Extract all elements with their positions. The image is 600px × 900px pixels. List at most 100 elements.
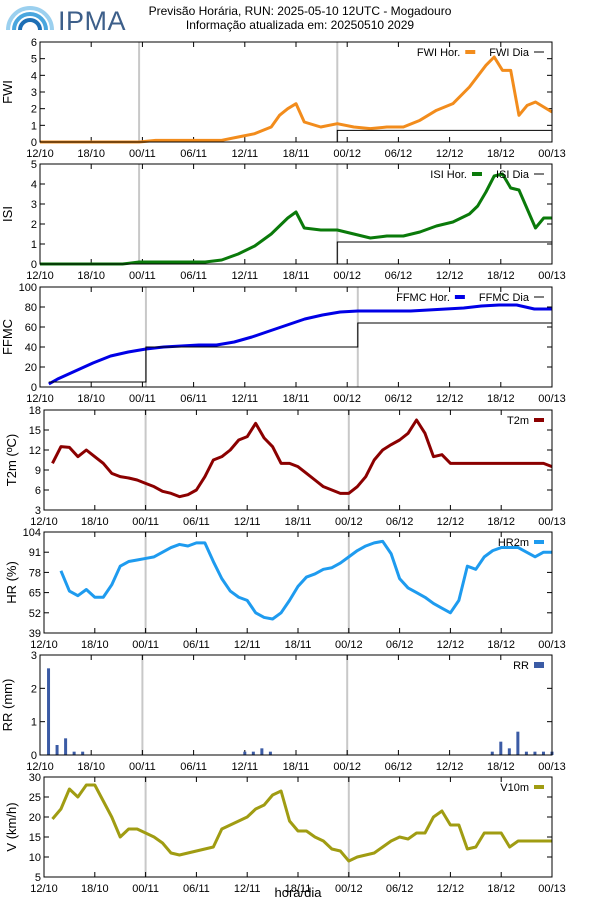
y-tick-label: 0 bbox=[31, 137, 37, 149]
plot-frame bbox=[43, 776, 553, 878]
x-tick-label: 18/11 bbox=[283, 270, 310, 282]
x-tick-label: 12/10 bbox=[26, 148, 54, 160]
chart-ffmc: 0 20 40 60 80 100 12/10 18/10 00/11 06/11 12/11 18/… bbox=[0, 282, 566, 405]
y-tick-label: 3 bbox=[31, 87, 37, 99]
x-tick-label: 18/12 bbox=[487, 883, 515, 895]
plot-frame bbox=[39, 654, 553, 756]
plot-frame bbox=[43, 409, 553, 511]
y-tick-label: 78 bbox=[29, 567, 41, 579]
x-tick-label: 12/12 bbox=[436, 270, 464, 282]
y-tick-label: 15 bbox=[29, 425, 41, 437]
series-line-hr2m bbox=[59, 539, 552, 621]
x-tick-label: 12/12 bbox=[436, 761, 464, 773]
x-tick-label: 12/10 bbox=[26, 761, 54, 773]
legend-label: FFMC Hor. bbox=[396, 292, 450, 304]
x-tick-label: 18/12 bbox=[487, 393, 515, 405]
chart-fwi: 0 1 2 3 4 5 6 12/10 18/10 00/11 06/11 12/11 18/11 00/… bbox=[0, 37, 566, 160]
x-tick-label: 18/10 bbox=[77, 270, 105, 282]
x-tick-label: 00/11 bbox=[132, 639, 159, 651]
legend-label: FWI Dia bbox=[489, 47, 530, 59]
y-axis-label: T2m (ºC) bbox=[4, 434, 19, 486]
header: IPMA Previsão Horária, RUN: 2025-05-10 1… bbox=[0, 0, 600, 40]
y-tick-label: 30 bbox=[29, 772, 41, 784]
x-tick-label: 18/12 bbox=[487, 516, 515, 528]
x-tick-label: 12/11 bbox=[231, 270, 258, 282]
x-tick-label: 06/11 bbox=[183, 516, 210, 528]
x-tick-label: 18/10 bbox=[77, 393, 105, 405]
y-tick-label: 5 bbox=[31, 54, 37, 66]
x-tick-label: 06/12 bbox=[385, 270, 413, 282]
x-axis-title: hora/dia bbox=[275, 885, 323, 900]
chart-isi: 0 1 2 3 4 5 12/10 18/10 00/11 06/11 12/11 18/11 00/1… bbox=[0, 159, 566, 282]
logo-text: IPMA bbox=[58, 6, 127, 36]
x-tick-label: 18/12 bbox=[487, 270, 515, 282]
y-tick-label: 52 bbox=[29, 608, 41, 620]
x-tick-label: 06/12 bbox=[386, 639, 414, 651]
x-tick-label: 06/11 bbox=[180, 270, 207, 282]
series-line-ffmc bbox=[48, 303, 552, 386]
x-tick-label: 12/12 bbox=[437, 883, 465, 895]
x-tick-label: 12/10 bbox=[26, 270, 54, 282]
x-tick-label: 18/11 bbox=[283, 148, 310, 160]
rr-bar bbox=[243, 751, 247, 755]
page-title: Previsão Horária, RUN: 2025-05-10 12UTC … bbox=[148, 4, 452, 18]
plot-frame bbox=[39, 41, 553, 143]
x-tick-label: 06/11 bbox=[180, 761, 207, 773]
x-tick-label: 00/12 bbox=[333, 148, 361, 160]
x-tick-label: 00/12 bbox=[333, 393, 361, 405]
x-tick-label: 06/12 bbox=[386, 516, 414, 528]
chart-rr: 0 1 2 3 12/10 18/10 00/11 06/11 12/11 18/11 00/12 0… bbox=[0, 650, 566, 773]
rr-bar bbox=[490, 751, 494, 755]
x-tick-label: 00/11 bbox=[129, 393, 156, 405]
x-tick-label: 12/12 bbox=[436, 393, 464, 405]
x-tick-label: 00/11 bbox=[132, 883, 159, 895]
x-tick-label: 18/11 bbox=[285, 883, 312, 895]
series-line-fwi bbox=[40, 55, 553, 144]
y-tick-label: 2 bbox=[31, 683, 37, 695]
x-tick-label: 00/12 bbox=[333, 270, 361, 282]
legend-label: T2m bbox=[507, 415, 529, 427]
y-tick-label: 15 bbox=[29, 832, 41, 844]
rr-bar bbox=[81, 751, 85, 755]
y-tick-label: 3 bbox=[35, 505, 41, 517]
x-tick-label: 06/11 bbox=[183, 883, 210, 895]
y-tick-label: 2 bbox=[31, 219, 37, 231]
legend-label: ISI Hor. bbox=[430, 169, 467, 181]
rr-bar bbox=[64, 738, 68, 755]
plot-frame bbox=[43, 531, 553, 634]
y-tick-label: 2 bbox=[31, 104, 37, 116]
x-tick-label: 00/13 bbox=[538, 883, 566, 895]
legend-label: HR2m bbox=[498, 537, 529, 549]
y-tick-label: 20 bbox=[29, 812, 41, 824]
rr-bar bbox=[524, 751, 528, 755]
y-tick-label: 60 bbox=[25, 322, 37, 334]
x-tick-label: 18/10 bbox=[77, 761, 105, 773]
y-tick-label: 100 bbox=[19, 282, 37, 294]
rr-bar bbox=[55, 745, 59, 755]
x-tick-label: 06/12 bbox=[385, 761, 413, 773]
rr-bar bbox=[268, 751, 272, 755]
chart-hr2m: 39 52 65 78 91 104 12/10 18/10 00/11 06/11 12/11 18… bbox=[4, 527, 566, 651]
legend-label: RR bbox=[513, 660, 529, 672]
y-tick-label: 12 bbox=[29, 445, 41, 457]
y-axis-label: RR (mm) bbox=[0, 679, 15, 732]
x-tick-label: 00/11 bbox=[132, 516, 159, 528]
y-tick-label: 40 bbox=[25, 342, 37, 354]
y-axis-label: FWI bbox=[0, 80, 15, 104]
chart-v10m: 5 10 15 20 25 30 12/10 18/10 00/11 06/11 12/11 18/1… bbox=[4, 772, 566, 895]
y-tick-label: 18 bbox=[29, 405, 41, 417]
y-tick-label: 104 bbox=[23, 527, 41, 539]
x-tick-label: 12/10 bbox=[26, 393, 54, 405]
x-tick-label: 18/12 bbox=[487, 761, 515, 773]
y-axis-label: ISI bbox=[0, 206, 15, 222]
x-tick-label: 00/13 bbox=[538, 761, 566, 773]
ipma-logo-icon bbox=[6, 6, 54, 31]
x-tick-label: 00/11 bbox=[129, 148, 156, 160]
x-tick-label: 18/12 bbox=[487, 148, 515, 160]
rr-bar bbox=[47, 668, 51, 755]
x-tick-label: 00/13 bbox=[538, 393, 566, 405]
y-tick-label: 0 bbox=[31, 382, 37, 394]
y-tick-label: 25 bbox=[29, 792, 41, 804]
x-tick-label: 00/12 bbox=[335, 639, 363, 651]
